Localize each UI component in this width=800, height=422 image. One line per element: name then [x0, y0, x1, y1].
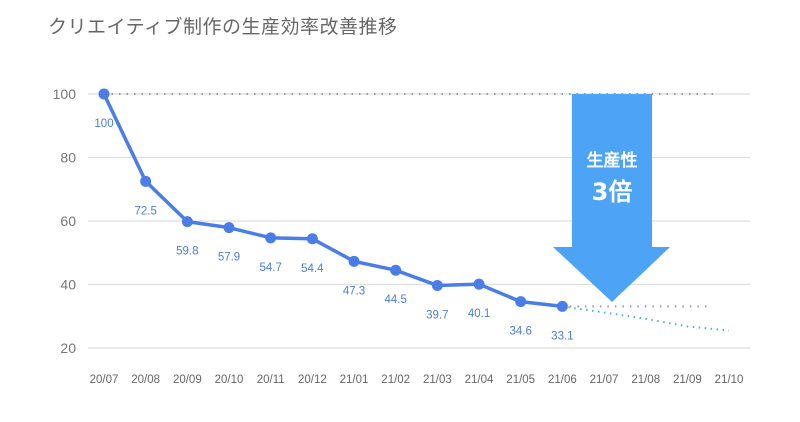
productivity-arrow: [553, 94, 670, 302]
data-label: 39.7: [426, 309, 448, 321]
x-tick-label: 21/07: [590, 374, 619, 386]
data-point: [515, 296, 527, 308]
x-tick-label: 21/10: [715, 374, 744, 386]
x-tick-label: 21/09: [673, 374, 702, 386]
data-point: [390, 264, 402, 276]
x-tick-label: 21/02: [381, 374, 410, 386]
annotation-line2: 3倍: [592, 178, 633, 206]
x-tick-label: 20/10: [215, 374, 244, 386]
data-point: [306, 233, 318, 245]
x-tick-label: 20/12: [298, 374, 327, 386]
chart-title: クリエイティブ制作の生産効率改善推移: [48, 16, 398, 38]
data-point: [348, 255, 360, 267]
actual-line: [102, 93, 563, 309]
data-point: [431, 279, 443, 291]
projection-line: [562, 305, 730, 332]
y-tick-label: 100: [53, 86, 77, 102]
x-tick-label: 20/11: [257, 374, 285, 386]
x-tick-label: 21/03: [423, 374, 452, 386]
data-label: 57.9: [218, 252, 240, 264]
y-tick-label: 20: [60, 340, 76, 356]
x-tick-label: 21/06: [548, 374, 577, 386]
x-tick-label: 20/08: [131, 374, 160, 386]
y-tick-label: 40: [60, 277, 76, 293]
data-point: [140, 175, 152, 187]
data-label: 54.7: [259, 262, 281, 274]
data-point: [98, 88, 110, 100]
data-label: 40.1: [468, 308, 490, 320]
x-tick-label: 20/07: [90, 374, 119, 386]
data-point: [265, 232, 277, 244]
x-tick-label: 21/08: [631, 374, 660, 386]
x-tick-label: 21/04: [465, 374, 494, 386]
data-label: 100: [94, 118, 113, 130]
y-tick-label: 60: [60, 213, 76, 229]
x-tick-label: 20/09: [173, 374, 202, 386]
annotation-line1: 生産性: [587, 150, 638, 171]
data-point: [556, 300, 568, 312]
data-label: 47.3: [343, 285, 365, 297]
data-label: 59.8: [176, 246, 198, 258]
data-label: 33.1: [551, 330, 573, 342]
y-tick-label: 80: [60, 150, 76, 166]
data-label: 54.4: [301, 263, 324, 275]
data-label: 72.5: [134, 205, 156, 217]
data-point: [223, 222, 235, 234]
data-point: [181, 216, 193, 228]
data-point: [473, 278, 485, 290]
data-label: 44.5: [384, 294, 406, 306]
data-label: 34.6: [510, 326, 532, 338]
x-tick-label: 21/01: [340, 374, 369, 386]
x-tick-label: 21/05: [506, 374, 535, 386]
